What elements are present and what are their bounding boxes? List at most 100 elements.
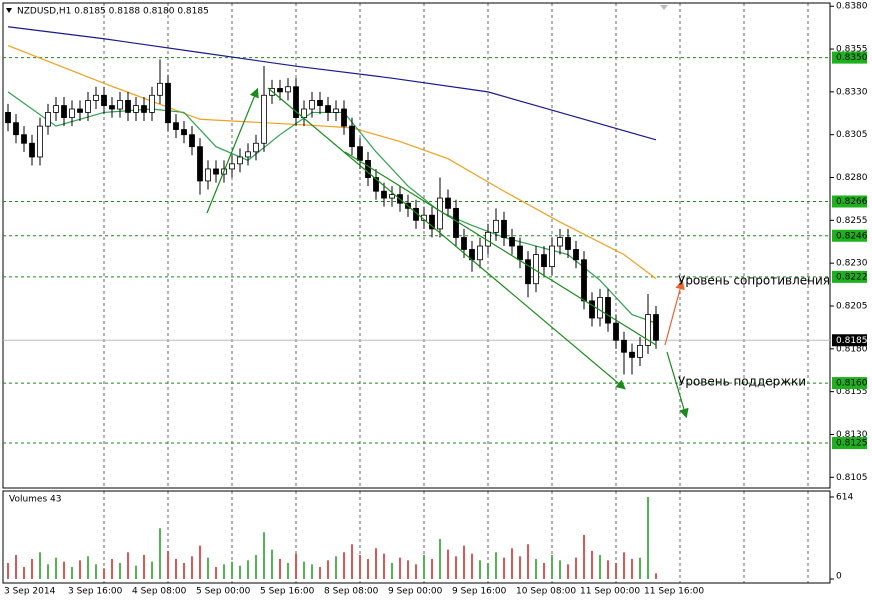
- y-tick-label: 0.8280: [836, 173, 868, 183]
- current-price-box: [832, 334, 867, 347]
- candle-body: [637, 344, 643, 358]
- candle-body: [77, 108, 83, 113]
- candle-body: [613, 322, 619, 341]
- candle-body: [93, 94, 99, 101]
- x-tick-label: 11 Sep 16:00: [644, 587, 704, 597]
- candle-body: [101, 94, 107, 106]
- candle-body: [333, 108, 339, 113]
- x-tick-label: 5 Sep 00:00: [196, 587, 251, 597]
- candle-body: [453, 207, 459, 238]
- candle-body: [165, 82, 171, 124]
- x-tick-label: 4 Sep 08:00: [132, 587, 187, 597]
- price-panel: [2, 2, 831, 489]
- y-tick-label: 0.8155: [836, 387, 868, 397]
- candle-body: [525, 259, 531, 285]
- candle-body: [477, 245, 483, 261]
- support-arrow: [666, 351, 689, 419]
- drawn-objects: [206, 87, 689, 419]
- candle-body: [653, 314, 659, 341]
- candle-body: [645, 314, 651, 346]
- trend-arrow: [206, 87, 259, 214]
- y-tick-label: 0.8305: [836, 130, 868, 140]
- candle-body: [21, 134, 27, 144]
- candle-body: [341, 108, 347, 127]
- x-tick-label: 10 Sep 08:00: [516, 587, 576, 597]
- candle-body: [29, 142, 35, 158]
- x-tick-label: 8 Sep 08:00: [324, 587, 379, 597]
- y-tick-label: 0.8380: [836, 2, 868, 12]
- candle-body: [133, 105, 139, 113]
- candle-body: [13, 122, 19, 136]
- candle-body: [125, 100, 131, 113]
- candle-body: [173, 122, 179, 130]
- candle-body: [109, 105, 115, 110]
- moving-average: [7, 26, 657, 141]
- candle-body: [509, 237, 515, 247]
- level-label: 0.8125: [836, 439, 868, 449]
- candle-body: [149, 94, 155, 113]
- candle-body: [597, 297, 603, 319]
- candle-body: [5, 112, 11, 124]
- candle-body: [549, 245, 555, 267]
- candle-body: [213, 168, 219, 175]
- volume-tick-label: 0: [836, 572, 842, 582]
- candle-body: [517, 245, 523, 261]
- resistance-arrow: [664, 279, 685, 346]
- level-label-box: [832, 229, 867, 242]
- candle-body: [53, 105, 59, 113]
- candle-body: [557, 237, 563, 247]
- candle-body: [261, 94, 267, 144]
- candle-body: [141, 105, 147, 113]
- candle-body: [629, 351, 635, 358]
- level-label-box: [832, 437, 867, 450]
- level-label-box: [832, 270, 867, 283]
- level-label-box: [832, 195, 867, 208]
- candle-body: [197, 146, 203, 182]
- candle-body: [349, 125, 355, 148]
- candle-body: [621, 339, 627, 353]
- candle-body: [445, 197, 451, 209]
- candle-body: [37, 125, 43, 158]
- level-label: 0.8266: [836, 197, 868, 207]
- y-tick-label: 0.8330: [836, 87, 868, 97]
- candle-body: [581, 259, 587, 302]
- x-tick-label: 3 Sep 2014: [4, 587, 56, 597]
- y-tick-label: 0.8355: [836, 45, 868, 55]
- scroll-marker: [660, 5, 668, 10]
- candle-body: [541, 254, 547, 267]
- x-tick-label: 9 Sep 00:00: [388, 587, 443, 597]
- trend-arrow: [267, 87, 626, 390]
- level-label: 0.8222: [836, 272, 868, 282]
- x-tick-label: 9 Sep 16:00: [452, 587, 507, 597]
- candle-body: [317, 100, 323, 106]
- candle-body: [461, 237, 467, 250]
- level-label: 0.8160: [836, 379, 868, 389]
- x-tick-label: 3 Sep 16:00: [68, 587, 123, 597]
- y-tick-label: 0.8255: [836, 216, 868, 226]
- candle-body: [605, 297, 611, 324]
- candle-body: [85, 100, 91, 113]
- candle-body: [501, 219, 507, 238]
- candle-body: [237, 156, 243, 165]
- volume-title: Volumes 43: [9, 495, 61, 505]
- level-label: 0.8350: [836, 53, 868, 63]
- candle-body: [573, 249, 579, 261]
- candle-body: [245, 151, 251, 158]
- candle-body: [181, 129, 187, 136]
- x-tick-label: 5 Sep 16:00: [260, 587, 315, 597]
- candle-body: [565, 237, 571, 250]
- candle-body: [493, 219, 499, 233]
- candle-body: [429, 214, 435, 230]
- header: NZDUSD,H1 0.8185 0.8188 0.8180 0.8185: [17, 7, 209, 17]
- candle-body: [285, 86, 291, 93]
- level-label-box: [832, 377, 867, 390]
- header-icon: [6, 8, 12, 13]
- y-tick-label: 0.8205: [836, 301, 868, 311]
- candle-body: [157, 82, 163, 96]
- candle-body: [205, 168, 211, 182]
- y-tick-label: 0.8130: [836, 430, 868, 440]
- candle-body: [381, 190, 387, 199]
- candle-body: [61, 105, 67, 118]
- channel-line: [344, 151, 657, 346]
